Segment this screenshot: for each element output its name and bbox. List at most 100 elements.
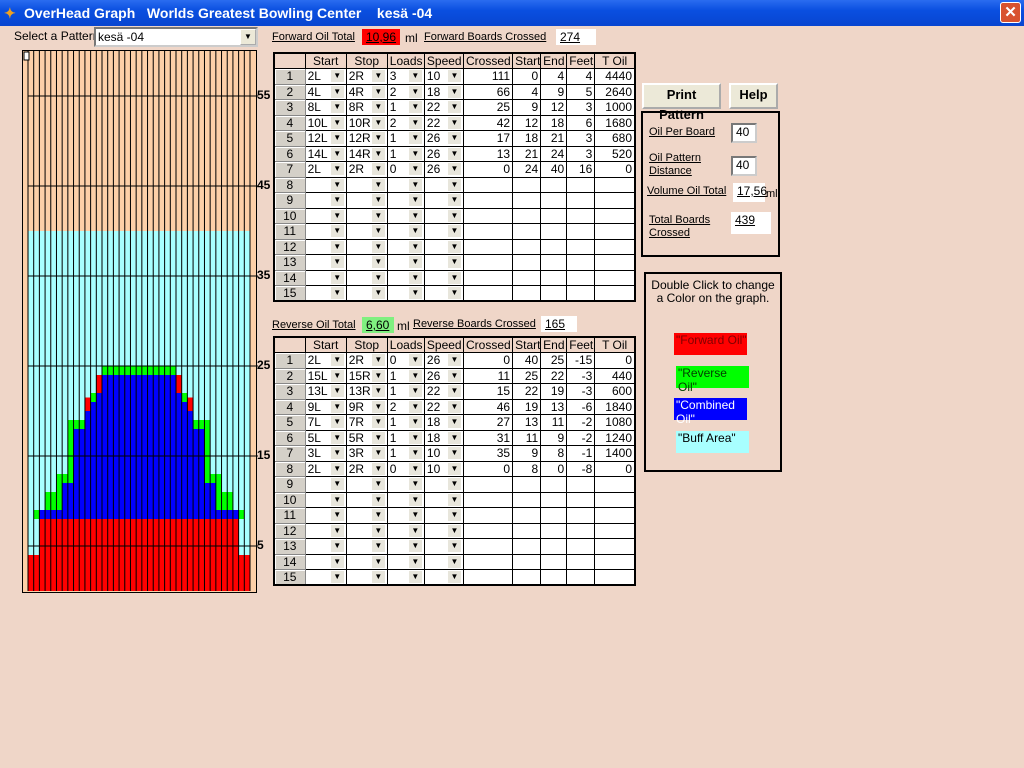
cell-stop[interactable]: ▼: [345, 207, 388, 224]
chevron-down-icon[interactable]: ▼: [408, 540, 422, 553]
cell-loads[interactable]: 0 ▼: [386, 352, 425, 369]
distance-input[interactable]: 40: [731, 156, 757, 176]
cell-row[interactable]: 9: [273, 476, 306, 493]
chevron-down-icon[interactable]: ▼: [330, 509, 344, 522]
chevron-down-icon[interactable]: ▼: [408, 555, 422, 568]
cell-loads[interactable]: ▼: [386, 522, 425, 539]
chevron-down-icon[interactable]: ▼: [371, 225, 385, 238]
chevron-down-icon[interactable]: ▼: [371, 431, 385, 444]
cell-start[interactable]: 2L ▼: [304, 68, 347, 85]
cell-loads[interactable]: ▼: [386, 507, 425, 524]
chevron-down-icon[interactable]: ▼: [371, 571, 385, 583]
chevron-down-icon[interactable]: ▼: [371, 240, 385, 253]
graph-marker[interactable]: [23, 51, 30, 61]
chevron-down-icon[interactable]: ▼: [447, 509, 461, 522]
chevron-down-icon[interactable]: ▼: [330, 354, 344, 367]
chevron-down-icon[interactable]: ▼: [330, 400, 344, 413]
chevron-down-icon[interactable]: ▼: [371, 256, 385, 269]
chevron-down-icon[interactable]: ▼: [408, 101, 422, 114]
cell-row[interactable]: 1: [273, 68, 306, 85]
chevron-down-icon[interactable]: ▼: [330, 240, 344, 253]
help-button[interactable]: Help: [729, 83, 778, 109]
chevron-down-icon[interactable]: ▼: [371, 416, 385, 429]
cell-start[interactable]: 2L ▼: [304, 161, 347, 178]
column-header-stop[interactable]: Stop: [345, 52, 388, 69]
cell-stop[interactable]: 5R ▼: [345, 429, 388, 446]
cell-start[interactable]: 15L ▼: [304, 367, 347, 384]
column-header-feet[interactable]: Feet: [566, 52, 596, 69]
cell-loads[interactable]: ▼: [386, 176, 425, 193]
cell-loads[interactable]: ▼: [386, 223, 425, 240]
chevron-down-icon[interactable]: ▼: [408, 178, 422, 191]
chevron-down-icon[interactable]: ▼: [408, 447, 422, 460]
cell-stop[interactable]: 2R ▼: [345, 352, 388, 369]
chevron-down-icon[interactable]: ▼: [447, 256, 461, 269]
cell-loads[interactable]: ▼: [386, 569, 425, 586]
cell-stop[interactable]: 4R ▼: [345, 83, 388, 100]
legend-combined-oil[interactable]: "Combined Oil": [674, 398, 747, 426]
chevron-down-icon[interactable]: ▼: [330, 194, 344, 207]
cell-start[interactable]: 13L ▼: [304, 383, 347, 400]
column-header-end-ft[interactable]: End: [540, 52, 568, 69]
cell-stop[interactable]: 8R ▼: [345, 99, 388, 116]
chevron-down-icon[interactable]: ▼: [371, 116, 385, 129]
cell-speed[interactable]: 22 ▼: [423, 383, 464, 400]
cell-start[interactable]: 2L ▼: [304, 460, 347, 477]
cell-speed[interactable]: 18 ▼: [423, 414, 464, 431]
cell-start[interactable]: ▼: [304, 507, 347, 524]
cell-row[interactable]: 5: [273, 130, 306, 147]
pattern-select[interactable]: kesä -04 ▼: [94, 27, 258, 47]
cell-start[interactable]: 3L ▼: [304, 445, 347, 462]
cell-row[interactable]: 15: [273, 569, 306, 586]
cell-row[interactable]: 1: [273, 352, 306, 369]
chevron-down-icon[interactable]: ▼: [371, 354, 385, 367]
cell-loads[interactable]: ▼: [386, 491, 425, 508]
chevron-down-icon[interactable]: ▼: [330, 493, 344, 506]
cell-stop[interactable]: 3R ▼: [345, 445, 388, 462]
chevron-down-icon[interactable]: ▼: [447, 287, 461, 299]
chevron-down-icon[interactable]: ▼: [330, 385, 344, 398]
cell-speed[interactable]: 10 ▼: [423, 445, 464, 462]
cell-start[interactable]: ▼: [304, 522, 347, 539]
chevron-down-icon[interactable]: ▼: [371, 85, 385, 98]
chevron-down-icon[interactable]: ▼: [330, 209, 344, 222]
chevron-down-icon[interactable]: ▼: [447, 431, 461, 444]
cell-speed[interactable]: ▼: [423, 192, 464, 209]
cell-row[interactable]: 8: [273, 176, 306, 193]
cell-speed[interactable]: ▼: [423, 476, 464, 493]
cell-stop[interactable]: 2R ▼: [345, 68, 388, 85]
column-header-crossed[interactable]: Crossed: [462, 52, 514, 69]
cell-speed[interactable]: ▼: [423, 569, 464, 586]
chevron-down-icon[interactable]: ▼: [447, 147, 461, 160]
chevron-down-icon[interactable]: ▼: [371, 101, 385, 114]
cell-row[interactable]: 12: [273, 522, 306, 539]
cell-row[interactable]: 9: [273, 192, 306, 209]
chevron-down-icon[interactable]: ▼: [447, 85, 461, 98]
chevron-down-icon[interactable]: ▼: [330, 555, 344, 568]
chevron-down-icon[interactable]: ▼: [408, 116, 422, 129]
close-button[interactable]: ✕: [1000, 2, 1021, 23]
cell-row[interactable]: 4: [273, 114, 306, 131]
cell-speed[interactable]: ▼: [423, 507, 464, 524]
column-header-loads[interactable]: Loads: [386, 52, 425, 69]
cell-start[interactable]: ▼: [304, 254, 347, 271]
column-header-speed[interactable]: Speed: [423, 336, 464, 353]
cell-row[interactable]: 11: [273, 507, 306, 524]
cell-speed[interactable]: 26 ▼: [423, 161, 464, 178]
cell-start[interactable]: ▼: [304, 207, 347, 224]
cell-stop[interactable]: ▼: [345, 223, 388, 240]
chevron-down-icon[interactable]: ▼: [371, 509, 385, 522]
cell-start[interactable]: 5L ▼: [304, 429, 347, 446]
chevron-down-icon[interactable]: ▼: [371, 524, 385, 537]
cell-row[interactable]: 7: [273, 161, 306, 178]
cell-row[interactable]: 6: [273, 429, 306, 446]
cell-stop[interactable]: ▼: [345, 254, 388, 271]
cell-start[interactable]: 14L ▼: [304, 145, 347, 162]
cell-speed[interactable]: ▼: [423, 238, 464, 255]
chevron-down-icon[interactable]: ▼: [408, 240, 422, 253]
cell-loads[interactable]: ▼: [386, 238, 425, 255]
cell-stop[interactable]: 14R ▼: [345, 145, 388, 162]
cell-start[interactable]: ▼: [304, 476, 347, 493]
cell-loads[interactable]: 1 ▼: [386, 130, 425, 147]
cell-speed[interactable]: ▼: [423, 269, 464, 286]
